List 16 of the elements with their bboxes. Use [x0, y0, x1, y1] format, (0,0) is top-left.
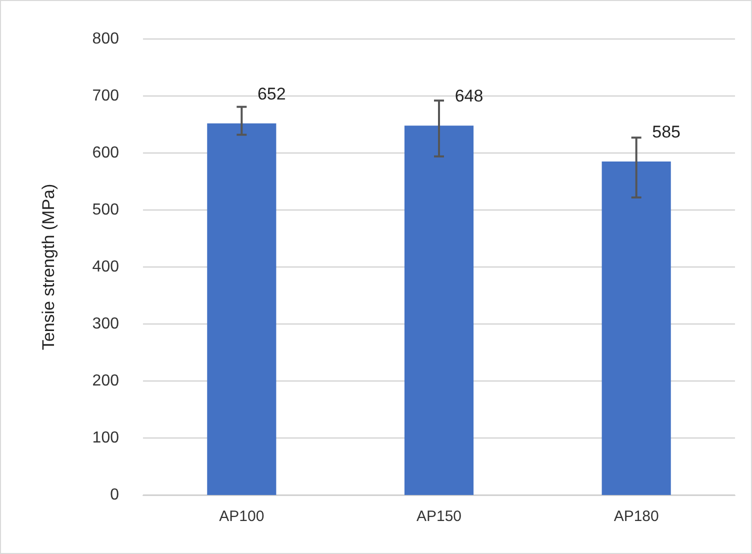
y-tick-label: 500	[92, 202, 120, 218]
y-tick-label: 200	[92, 372, 120, 390]
y-tick-label: 600	[92, 144, 120, 162]
y-tick-label: 100	[92, 430, 120, 446]
data-label: 585	[652, 122, 681, 142]
y-tick-label: 800	[92, 30, 120, 48]
data-label: 652	[257, 84, 286, 104]
data-label: 648	[454, 86, 484, 106]
x-tick-label: AP150	[416, 508, 462, 525]
x-tick-label: AP100	[219, 508, 264, 525]
x-tick-label: AP180	[614, 508, 659, 525]
y-tick-label: 0	[110, 486, 120, 504]
y-tick-label: 700	[92, 88, 120, 104]
y-tick-label: 400	[92, 258, 120, 276]
y-tick-label: 300	[92, 316, 120, 332]
y-axis-title: Tensie strength (MPa)	[39, 184, 58, 350]
